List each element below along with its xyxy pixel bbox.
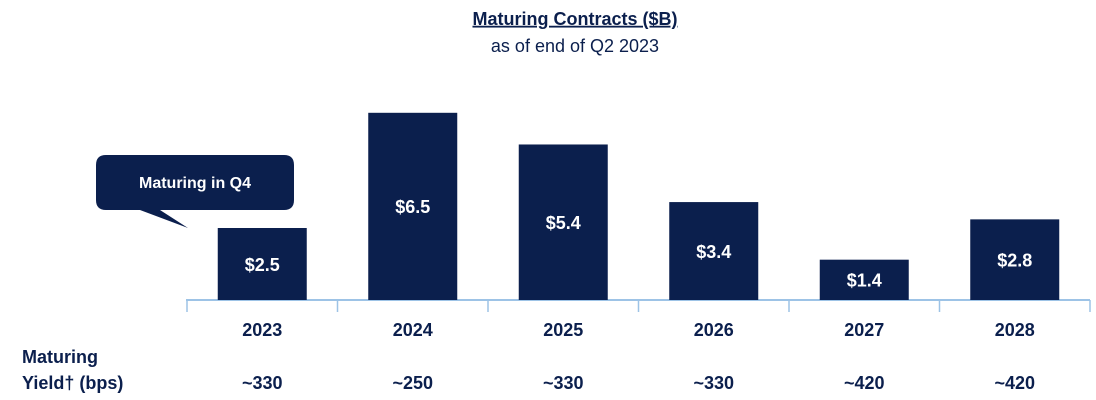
bar — [368, 112, 458, 300]
x-tick-label: 2026 — [694, 320, 734, 340]
chart-subtitle: as of end of Q2 2023 — [491, 36, 659, 56]
yield-label: ~330 — [242, 373, 283, 393]
callout-bubble — [96, 155, 294, 228]
bar — [217, 228, 307, 300]
value-label: $1.4 — [847, 271, 882, 291]
bar — [669, 202, 759, 300]
yield-label: ~330 — [543, 373, 584, 393]
yield-label: ~250 — [392, 373, 433, 393]
value-label: $3.4 — [696, 242, 731, 262]
value-label: $2.5 — [245, 255, 280, 275]
callout-text: Maturing in Q4 — [139, 175, 251, 192]
row-label: Maturing — [22, 347, 98, 367]
callout: Maturing in Q4 — [96, 155, 294, 228]
x-tick-label: 2024 — [393, 320, 433, 340]
yield-label: ~330 — [693, 373, 734, 393]
x-tick-label: 2027 — [844, 320, 884, 340]
value-label: $6.5 — [395, 197, 430, 217]
x-tick-label: 2028 — [995, 320, 1035, 340]
chart-title: Maturing Contracts ($B) — [472, 9, 677, 29]
x-tick-label: 2023 — [242, 320, 282, 340]
bar — [518, 144, 608, 300]
row-label: Yield† (bps) — [22, 373, 123, 393]
value-label: $2.8 — [997, 250, 1032, 270]
value-label: $5.4 — [546, 213, 581, 233]
x-tick-label: 2025 — [543, 320, 583, 340]
yield-label: ~420 — [994, 373, 1035, 393]
yield-label: ~420 — [844, 373, 885, 393]
bar — [970, 219, 1060, 300]
bar — [819, 259, 909, 300]
